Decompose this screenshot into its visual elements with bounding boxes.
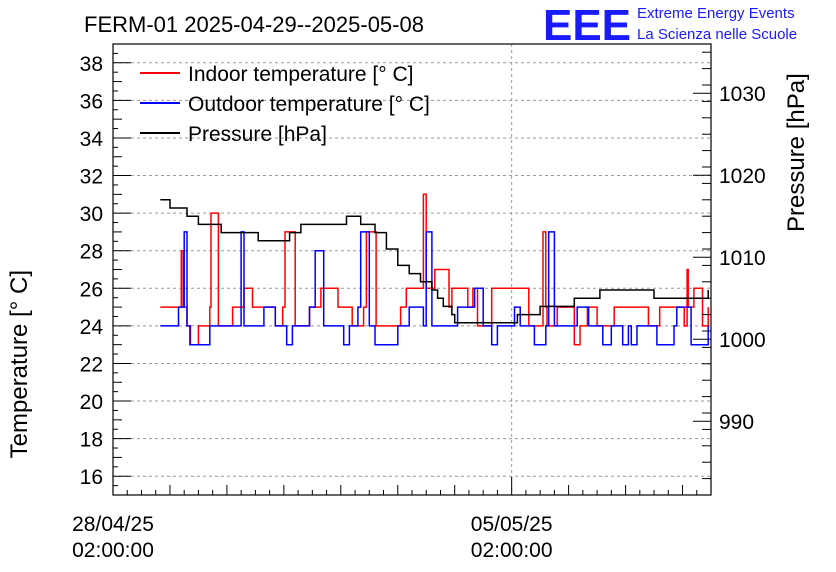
x-tick-label-time: 02:00:00 xyxy=(72,539,154,562)
x-tick-label-date: 05/05/25 xyxy=(471,513,553,536)
grid-lines xyxy=(113,44,711,495)
y-tick-label: 26 xyxy=(80,278,103,301)
y-axis-label: Temperature [° C] xyxy=(6,270,33,458)
y-tick-label: 32 xyxy=(80,166,103,189)
y-tick-label: 34 xyxy=(80,128,104,151)
y-tick-label: 28 xyxy=(80,241,103,264)
y2-tick-label: 1010 xyxy=(719,247,766,270)
y-tick-label: 22 xyxy=(80,353,103,376)
x-tick-label-time: 02:00:00 xyxy=(471,539,553,562)
y-tick-label: 30 xyxy=(80,203,103,226)
pressure-hpa-line xyxy=(160,199,709,324)
y-tick-label: 24 xyxy=(80,316,104,339)
logo-mark: EEE xyxy=(543,1,631,50)
y2-tick-label: 1030 xyxy=(719,83,766,106)
y-tick-label: 16 xyxy=(80,466,103,489)
y-tick-label: 36 xyxy=(80,90,103,113)
y2-tick-label: 1020 xyxy=(719,165,766,188)
legend-label: Outdoor temperature [° C] xyxy=(188,93,430,116)
axes: 16 18 20 22 24 26 28 30 32 34 36 38 990 1000 1010 1020 1… xyxy=(72,43,766,562)
x-tick-label-date: 28/04/25 xyxy=(72,513,154,536)
logo-line-1: Extreme Energy Events xyxy=(637,5,795,22)
y-tick-label: 20 xyxy=(80,391,103,414)
indoor-temperature-c-line xyxy=(160,193,709,346)
y-tick-label: 18 xyxy=(80,429,103,452)
outdoor-temperature-c-line xyxy=(160,231,709,346)
y2-axis-label: Pressure [hPa] xyxy=(783,73,810,232)
series-layer xyxy=(160,193,709,346)
y2-tick-label: 990 xyxy=(719,411,754,434)
legend: Indoor temperature [° C] Outdoor temperat… xyxy=(140,63,430,146)
legend-label: Pressure [hPa] xyxy=(188,123,327,146)
y2-tick-label: 1000 xyxy=(719,329,766,352)
y-tick-label: 38 xyxy=(80,53,103,76)
legend-label: Indoor temperature [° C] xyxy=(188,63,414,86)
logo-line-2: La Scienza nelle Scuole xyxy=(637,26,797,43)
eee-logo: EEE Extreme Energy Events La Scienza nel… xyxy=(543,1,797,50)
chart-title: FERM-01 2025-04-29--2025-05-08 xyxy=(84,12,424,37)
